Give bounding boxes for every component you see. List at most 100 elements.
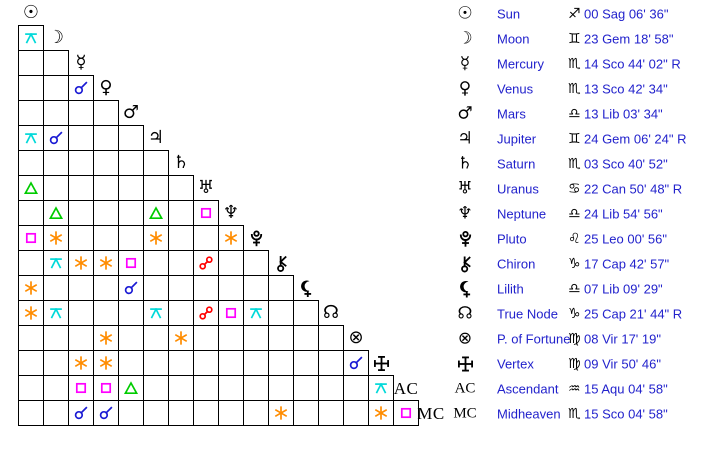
mercury-glyph-icon: ☿ bbox=[75, 52, 87, 73]
aspect-cell-saturn-mars bbox=[118, 150, 144, 176]
aspect-cell-neptune-jupiter bbox=[143, 200, 169, 226]
aspect-cell-ascendant-mercury bbox=[68, 375, 94, 401]
zodiac-sign-icon: ♏ bbox=[568, 406, 581, 422]
aspect-cell-ascendant-chiron bbox=[268, 375, 294, 401]
aspect-cell-true-node-sun bbox=[18, 300, 44, 326]
planet-name: Midheaven bbox=[497, 406, 561, 422]
planet-name: Jupiter bbox=[497, 131, 537, 147]
legend-row-moon: ☽ Moon ♊ 23 Gem 18' 58" bbox=[448, 26, 705, 52]
uranus-icon: ♅ bbox=[457, 178, 473, 199]
aspect-cell-fortune-uranus bbox=[193, 325, 219, 351]
zodiac-sign-icon: ♑ bbox=[568, 306, 581, 322]
aspect-cell-midheaven-mars bbox=[118, 400, 144, 426]
sextile-aspect-icon bbox=[24, 281, 38, 295]
midheaven-icon: MC bbox=[453, 405, 477, 422]
aspect-cell-ascendant-neptune bbox=[218, 375, 244, 401]
aspect-cell-lilith-pluto bbox=[243, 275, 269, 301]
chiron-glyph-icon bbox=[268, 250, 294, 276]
conjunction-aspect-icon bbox=[99, 406, 113, 420]
pluto-icon bbox=[450, 230, 480, 248]
legend-row-sun: ☉ Sun ♐ 00 Sag 06' 36" bbox=[448, 1, 705, 27]
planet-position: 14 Sco 44' 02" R bbox=[584, 56, 681, 72]
sun-glyph-icon: ☉ bbox=[22, 2, 40, 23]
zodiac-sign-icon: ♎ bbox=[568, 281, 581, 297]
aspect-cell-lilith-neptune bbox=[218, 275, 244, 301]
vertex-icon bbox=[373, 355, 389, 371]
planet-name: Sun bbox=[497, 6, 521, 22]
aspect-cell-pluto-jupiter bbox=[143, 225, 169, 251]
lilith-icon bbox=[300, 280, 311, 297]
aspect-cell-fortune-chiron bbox=[268, 325, 294, 351]
planet-name: Venus bbox=[497, 81, 534, 97]
sextile-aspect-icon bbox=[224, 231, 238, 245]
aspect-cell-uranus-jupiter bbox=[143, 175, 169, 201]
planet-name: Moon bbox=[497, 31, 530, 47]
legend-row-true-node: ☊ True Node ♑ 25 Cap 21' 44" R bbox=[448, 301, 705, 327]
sextile-aspect-icon bbox=[274, 406, 288, 420]
aspect-cell-midheaven-moon bbox=[43, 400, 69, 426]
aspect-cell-vertex-sun bbox=[18, 350, 44, 376]
aspect-cell-mars-venus bbox=[93, 100, 119, 126]
aspect-cell-ascendant-venus bbox=[93, 375, 119, 401]
aspect-cell-midheaven-lilith bbox=[293, 400, 319, 426]
planet-position: 03 Sco 40' 52" bbox=[584, 156, 668, 172]
legend-row-fortune: ⊗ P. of Fortune ♍ 08 Vir 17' 19" bbox=[448, 326, 705, 352]
aspect-cell-venus-moon bbox=[43, 75, 69, 101]
aspect-cell-fortune-mercury bbox=[68, 325, 94, 351]
aspect-cell-midheaven-chiron bbox=[268, 400, 294, 426]
mars-glyph-icon: ♂ bbox=[122, 102, 140, 123]
legend-row-vertex: Vertex ♍ 09 Vir 50' 46" bbox=[448, 351, 705, 377]
aspect-cell-neptune-moon bbox=[43, 200, 69, 226]
aspect-cell-true-node-moon bbox=[43, 300, 69, 326]
sextile-aspect-icon bbox=[149, 231, 163, 245]
aspect-cell-jupiter-mercury bbox=[68, 125, 94, 151]
aspect-cell-chiron-saturn bbox=[168, 250, 194, 276]
aspect-cell-midheaven-uranus bbox=[193, 400, 219, 426]
zodiac-sign-icon: ♏ bbox=[568, 156, 581, 172]
fortune-glyph-icon: ⊗ bbox=[348, 327, 364, 348]
sextile-aspect-icon bbox=[74, 356, 88, 370]
aspect-cell-chiron-neptune bbox=[218, 250, 244, 276]
aspect-cell-uranus-sun bbox=[18, 175, 44, 201]
quincunx-aspect-icon bbox=[25, 132, 37, 144]
trine-aspect-icon bbox=[123, 381, 139, 395]
aspect-cell-ascendant-true-node bbox=[318, 375, 344, 401]
square-aspect-icon bbox=[400, 407, 412, 419]
legend-row-neptune: ♆ Neptune ♎ 24 Lib 54' 56" bbox=[448, 201, 705, 227]
planet-position: 22 Can 50' 48" R bbox=[584, 181, 683, 197]
trine-aspect-icon bbox=[48, 206, 64, 220]
planet-name: Pluto bbox=[497, 231, 527, 247]
true-node-icon: ☊ bbox=[457, 303, 473, 324]
aspect-cell-lilith-mercury bbox=[68, 275, 94, 301]
aspect-cell-fortune-jupiter bbox=[143, 325, 169, 351]
aspect-cell-chiron-uranus bbox=[193, 250, 219, 276]
quincunx-aspect-icon bbox=[375, 382, 387, 394]
aspect-cell-pluto-neptune bbox=[218, 225, 244, 251]
aspect-cell-vertex-saturn bbox=[168, 350, 194, 376]
aspect-cell-uranus-mercury bbox=[68, 175, 94, 201]
aspect-cell-fortune-sun bbox=[18, 325, 44, 351]
aspect-cell-neptune-mercury bbox=[68, 200, 94, 226]
aspect-cell-mercury-moon bbox=[43, 50, 69, 76]
aspect-cell-chiron-sun bbox=[18, 250, 44, 276]
aspect-cell-midheaven-ascendant bbox=[393, 400, 419, 426]
neptune-glyph-icon: ♆ bbox=[222, 202, 240, 223]
aspect-cell-midheaven-jupiter bbox=[143, 400, 169, 426]
quincunx-aspect-icon bbox=[50, 307, 62, 319]
chiron-icon bbox=[450, 256, 480, 273]
aspect-cell-vertex-true-node bbox=[318, 350, 344, 376]
aspect-cell-vertex-mercury bbox=[68, 350, 94, 376]
jupiter-icon: ♃ bbox=[457, 128, 473, 149]
conjunction-aspect-icon bbox=[74, 406, 88, 420]
legend-row-uranus: ♅ Uranus ♋ 22 Can 50' 48" R bbox=[448, 176, 705, 202]
lilith-glyph-icon bbox=[293, 275, 319, 301]
planet-position: 25 Leo 00' 56" bbox=[584, 231, 668, 247]
aspect-cell-jupiter-sun bbox=[18, 125, 44, 151]
aspect-cell-uranus-saturn bbox=[168, 175, 194, 201]
planet-position: 08 Vir 17' 19" bbox=[584, 331, 661, 347]
aspect-cell-true-node-lilith bbox=[293, 300, 319, 326]
aspect-cell-uranus-venus bbox=[93, 175, 119, 201]
aspect-cell-neptune-saturn bbox=[168, 200, 194, 226]
aspect-cell-lilith-sun bbox=[18, 275, 44, 301]
chiron-icon bbox=[460, 256, 471, 273]
